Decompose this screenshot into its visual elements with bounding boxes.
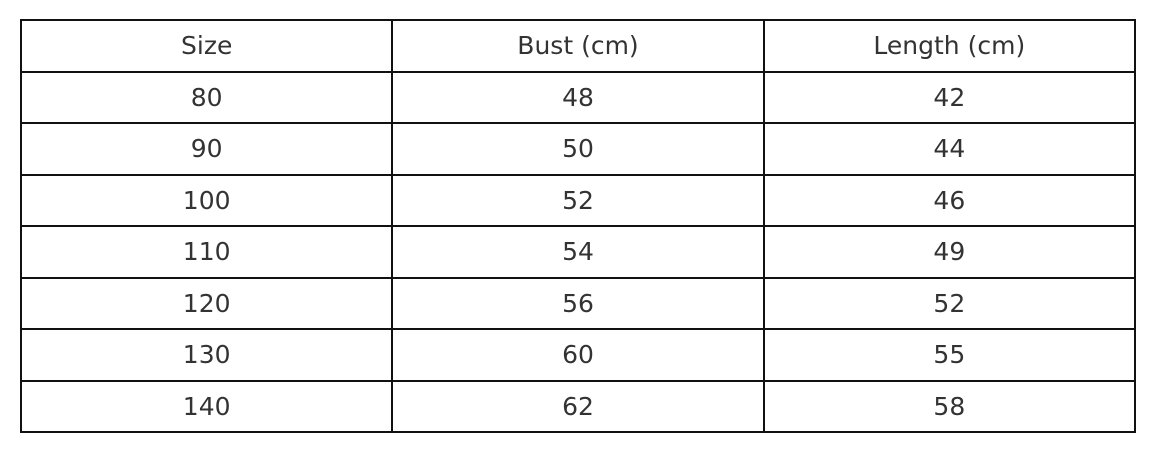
cell-size: 140 — [19, 379, 394, 433]
cell-length: 42 — [762, 70, 1137, 124]
cell-size: 110 — [19, 225, 394, 279]
cell-bust: 60 — [391, 328, 765, 382]
table-row: 110 54 49 — [19, 225, 1137, 279]
table-row: 90 50 44 — [19, 122, 1137, 176]
table-row: 130 60 55 — [19, 328, 1137, 382]
cell-length: 49 — [762, 225, 1137, 279]
cell-bust: 62 — [391, 379, 765, 433]
cell-size: 90 — [19, 122, 394, 176]
cell-length: 52 — [762, 276, 1137, 330]
cell-length: 46 — [762, 173, 1137, 227]
table-row: 140 62 58 — [19, 379, 1137, 433]
cell-size: 80 — [19, 70, 394, 124]
size-chart-table: Size Bust (cm) Length (cm) 80 48 42 90 50 44 1… — [19, 19, 1137, 433]
cell-size: 130 — [19, 328, 394, 382]
header-row: Size Bust (cm) Length (cm) — [19, 19, 1137, 73]
table-row: 80 48 42 — [19, 70, 1137, 124]
header-bust: Bust (cm) — [391, 19, 765, 73]
header-size: Size — [19, 19, 394, 73]
cell-bust: 54 — [391, 225, 765, 279]
cell-bust: 52 — [391, 173, 765, 227]
cell-bust: 56 — [391, 276, 765, 330]
header-length: Length (cm) — [762, 19, 1137, 73]
table-row: 100 52 46 — [19, 173, 1137, 227]
table-row: 120 56 52 — [19, 276, 1137, 330]
cell-length: 58 — [762, 379, 1137, 433]
cell-bust: 50 — [391, 122, 765, 176]
cell-length: 44 — [762, 122, 1137, 176]
cell-size: 120 — [19, 276, 394, 330]
cell-size: 100 — [19, 173, 394, 227]
cell-length: 55 — [762, 328, 1137, 382]
cell-bust: 48 — [391, 70, 765, 124]
